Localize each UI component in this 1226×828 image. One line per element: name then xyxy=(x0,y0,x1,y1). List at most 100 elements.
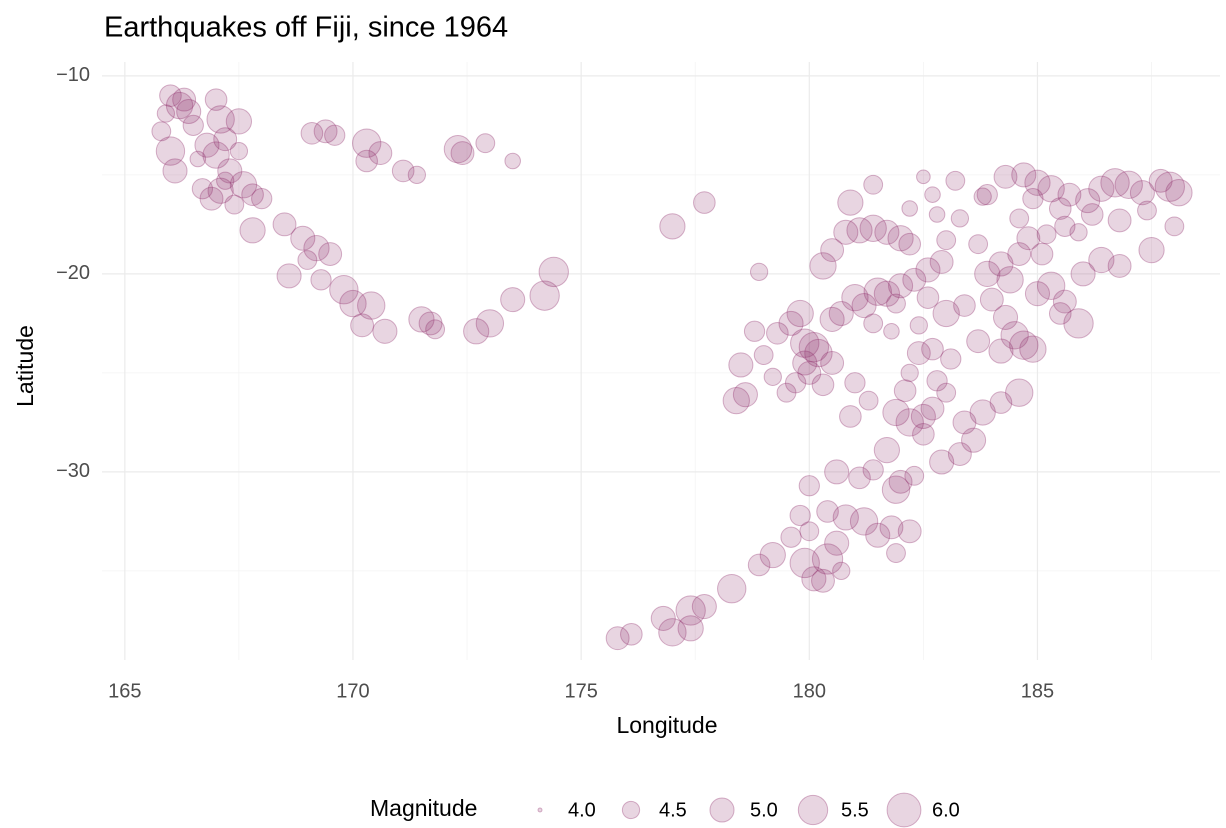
x-axis-label: Longitude xyxy=(616,712,717,738)
data-point xyxy=(329,275,359,305)
data-point xyxy=(189,150,207,168)
legend-label: 6.0 xyxy=(932,799,960,821)
chart-title: Earthquakes off Fiji, since 1964 xyxy=(104,12,508,44)
data-point xyxy=(952,410,977,435)
data-point xyxy=(828,300,854,327)
data-point xyxy=(929,250,954,274)
data-point xyxy=(920,396,945,421)
data-point xyxy=(895,408,924,437)
data-point xyxy=(1037,175,1065,203)
data-point xyxy=(172,87,197,112)
data-point xyxy=(792,350,818,376)
data-point xyxy=(979,287,1004,312)
data-point xyxy=(798,475,820,497)
data-point xyxy=(165,91,194,120)
data-point xyxy=(500,287,526,313)
data-point xyxy=(801,566,827,592)
data-point xyxy=(886,543,906,563)
data-point xyxy=(926,370,948,392)
data-point xyxy=(1129,180,1155,206)
data-point xyxy=(450,141,475,166)
y-tick-label: −30 xyxy=(56,460,90,482)
data-point xyxy=(276,263,302,289)
data-point xyxy=(159,84,182,107)
data-point xyxy=(824,459,850,485)
data-point xyxy=(176,98,202,125)
data-point xyxy=(650,605,676,631)
data-point xyxy=(790,328,820,358)
data-point xyxy=(916,286,940,309)
data-point xyxy=(504,152,521,170)
data-point xyxy=(1164,216,1185,237)
data-point xyxy=(832,504,859,531)
data-point xyxy=(1148,168,1173,193)
data-point xyxy=(529,280,560,311)
data-point xyxy=(216,171,235,190)
data-point xyxy=(901,200,918,217)
data-point xyxy=(780,526,802,548)
data-point xyxy=(966,329,991,354)
data-point xyxy=(297,250,318,270)
data-point xyxy=(605,626,630,651)
data-point xyxy=(324,124,346,146)
data-point xyxy=(229,141,249,161)
data-point xyxy=(833,219,859,245)
data-point xyxy=(1036,224,1057,245)
data-point xyxy=(953,294,976,317)
data-point xyxy=(1088,246,1115,274)
data-point xyxy=(251,187,273,210)
data-point xyxy=(945,170,966,191)
data-point xyxy=(882,398,910,427)
data-point xyxy=(693,191,716,214)
data-point xyxy=(929,449,955,475)
data-point xyxy=(848,466,871,490)
data-point xyxy=(819,306,845,332)
data-point xyxy=(873,436,900,464)
data-point xyxy=(1030,242,1054,266)
data-point xyxy=(318,242,343,267)
data-point xyxy=(357,291,386,320)
data-point xyxy=(906,341,931,366)
data-point xyxy=(229,171,258,199)
data-point xyxy=(799,521,820,542)
data-point xyxy=(202,141,230,169)
data-point xyxy=(675,595,706,626)
data-point xyxy=(993,164,1018,189)
data-point xyxy=(863,174,884,195)
data-point xyxy=(968,234,989,255)
data-point xyxy=(936,382,957,403)
x-tick-label: 175 xyxy=(564,680,597,702)
data-point xyxy=(766,321,789,345)
data-point xyxy=(658,618,687,647)
data-point xyxy=(759,541,786,569)
data-point xyxy=(902,267,927,292)
legend-symbol xyxy=(537,807,543,813)
data-point xyxy=(272,212,297,237)
legend-symbol xyxy=(797,794,829,826)
data-point xyxy=(225,108,253,135)
data-point xyxy=(241,183,264,206)
x-tick-label: 185 xyxy=(1021,680,1054,702)
data-point xyxy=(858,390,879,411)
data-point xyxy=(851,293,877,319)
data-point xyxy=(206,105,235,134)
data-point xyxy=(846,217,873,244)
legend-title: Magnitude xyxy=(370,795,477,821)
data-point xyxy=(151,121,172,142)
data-point xyxy=(839,405,862,428)
data-point xyxy=(408,306,435,333)
data-point xyxy=(425,319,446,340)
data-point xyxy=(881,475,911,504)
data-point xyxy=(204,88,228,111)
data-point xyxy=(804,338,833,368)
data-point xyxy=(898,232,922,256)
legend-label: 5.0 xyxy=(750,799,778,821)
data-point xyxy=(1114,170,1143,199)
data-point xyxy=(156,104,176,123)
data-point xyxy=(391,159,415,183)
data-point xyxy=(1024,281,1051,307)
data-point xyxy=(290,225,316,251)
data-point xyxy=(1052,289,1077,314)
data-point xyxy=(199,186,224,211)
